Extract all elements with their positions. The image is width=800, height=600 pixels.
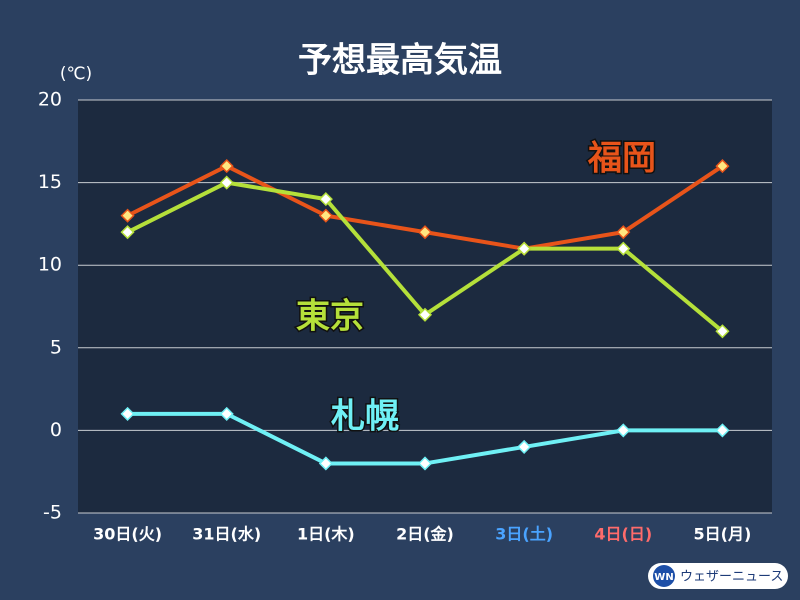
data-point (318, 192, 333, 207)
logo: WN ウェザーニュース (648, 563, 788, 589)
logo-mark: WN (654, 572, 673, 583)
data-point (417, 456, 433, 471)
data-point (120, 208, 135, 223)
data-point (219, 406, 234, 421)
y-tick-label: 20 (38, 89, 62, 111)
data-point (318, 456, 333, 471)
data-point (219, 175, 234, 190)
y-tick-label: 10 (38, 254, 62, 276)
series-label: 福岡 (587, 139, 656, 179)
data-point (120, 406, 135, 421)
data-point (417, 307, 433, 322)
data-point (715, 324, 730, 339)
y-tick-label: 5 (50, 336, 62, 358)
chart-title: 予想最高気温 (298, 41, 502, 81)
data-point (715, 159, 730, 174)
data-point (517, 439, 532, 454)
x-tick-label: 5日(月) (694, 525, 752, 544)
data-point (417, 225, 433, 240)
y-axis-label: (℃) (60, 64, 92, 84)
data-point (318, 208, 333, 223)
x-tick-label: 3日(土) (495, 525, 553, 544)
logo-circle (653, 565, 675, 587)
data-point (616, 225, 631, 240)
x-tick-label: 4日(日) (594, 525, 652, 544)
y-tick-label: -5 (43, 502, 62, 524)
y-tick-label: 0 (50, 419, 62, 441)
data-point (120, 225, 135, 240)
series-label: 札幌 (331, 397, 399, 437)
x-tick-label: 30日(火) (93, 525, 162, 544)
data-point (517, 241, 532, 256)
data-point (616, 423, 631, 438)
plot-area (78, 100, 772, 513)
y-tick-label: 15 (38, 171, 62, 193)
data-point (616, 241, 631, 256)
data-point (219, 159, 234, 174)
series-label: 東京 (296, 297, 364, 337)
logo-badge (648, 563, 788, 589)
logo-text: ウェザーニュース (680, 570, 783, 585)
data-point (715, 423, 730, 438)
x-tick-label: 2日(金) (396, 525, 454, 544)
x-tick-label: 31日(水) (192, 525, 261, 544)
x-tick-label: 1日(木) (297, 525, 355, 544)
